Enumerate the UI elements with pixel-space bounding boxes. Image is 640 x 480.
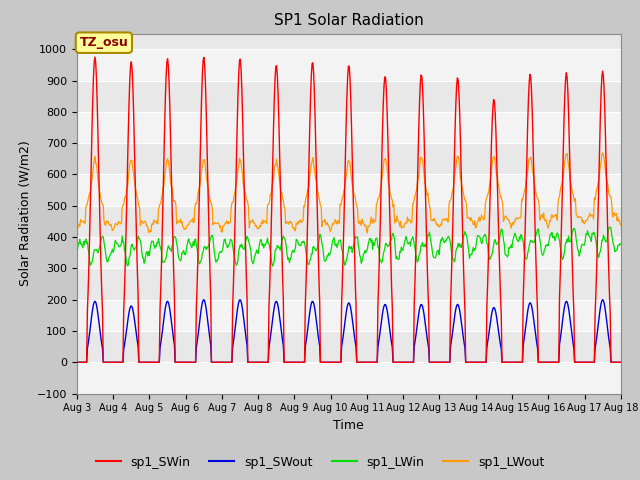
sp1_LWin [416, 252, 424, 257]
sp1_LWin [431, 255, 439, 261]
sp1_LWout [83, 203, 90, 208]
sp1_LWin [73, 251, 81, 256]
sp1_LWin [223, 241, 230, 247]
sp1_SWout [139, 360, 147, 365]
sp1_LWout [73, 233, 81, 239]
sp1_SWin [617, 360, 625, 365]
sp1_SWout [83, 360, 90, 365]
sp1_SWin [223, 360, 231, 365]
sp1_SWout [599, 297, 607, 302]
sp1_SWin [195, 226, 202, 231]
sp1_SWout [223, 360, 230, 365]
Bar [77, 112, 621, 143]
sp1_SWin [91, 54, 99, 60]
sp1_LWin [83, 240, 90, 246]
Bar [77, 237, 621, 268]
Bar [77, 300, 621, 331]
Line: sp1_LWout: sp1_LWout [77, 153, 621, 236]
Y-axis label: Solar Radiation (W/m2): Solar Radiation (W/m2) [18, 141, 31, 287]
sp1_LWout [223, 218, 230, 224]
sp1_SWin [416, 99, 424, 105]
sp1_LWin [139, 255, 147, 261]
Bar [77, 362, 621, 394]
sp1_LWout [139, 219, 147, 225]
sp1_SWin [140, 360, 147, 365]
Legend: sp1_SWin, sp1_SWout, sp1_LWin, sp1_LWout: sp1_SWin, sp1_SWout, sp1_LWin, sp1_LWout [90, 451, 550, 474]
sp1_LWout [415, 172, 422, 178]
sp1_SWout [73, 360, 81, 365]
sp1_SWin [431, 360, 439, 365]
Title: SP1 Solar Radiation: SP1 Solar Radiation [274, 13, 424, 28]
Bar [77, 49, 621, 81]
sp1_LWin [194, 252, 202, 257]
Text: TZ_osu: TZ_osu [79, 36, 128, 49]
sp1_LWin [269, 263, 276, 269]
sp1_SWout [194, 334, 202, 340]
Line: sp1_SWin: sp1_SWin [77, 57, 621, 362]
sp1_LWin [605, 224, 613, 230]
sp1_SWout [617, 360, 625, 365]
sp1_LWout [617, 222, 625, 228]
sp1_LWout [194, 192, 202, 197]
Bar [77, 174, 621, 206]
sp1_SWin [83, 360, 90, 365]
sp1_SWout [415, 311, 422, 316]
sp1_LWout [431, 216, 438, 222]
sp1_LWin [617, 241, 625, 247]
sp1_SWout [431, 360, 438, 365]
sp1_LWout [599, 150, 607, 156]
Line: sp1_LWin: sp1_LWin [77, 227, 621, 266]
sp1_SWin [73, 360, 81, 365]
X-axis label: Time: Time [333, 419, 364, 432]
Line: sp1_SWout: sp1_SWout [77, 300, 621, 362]
